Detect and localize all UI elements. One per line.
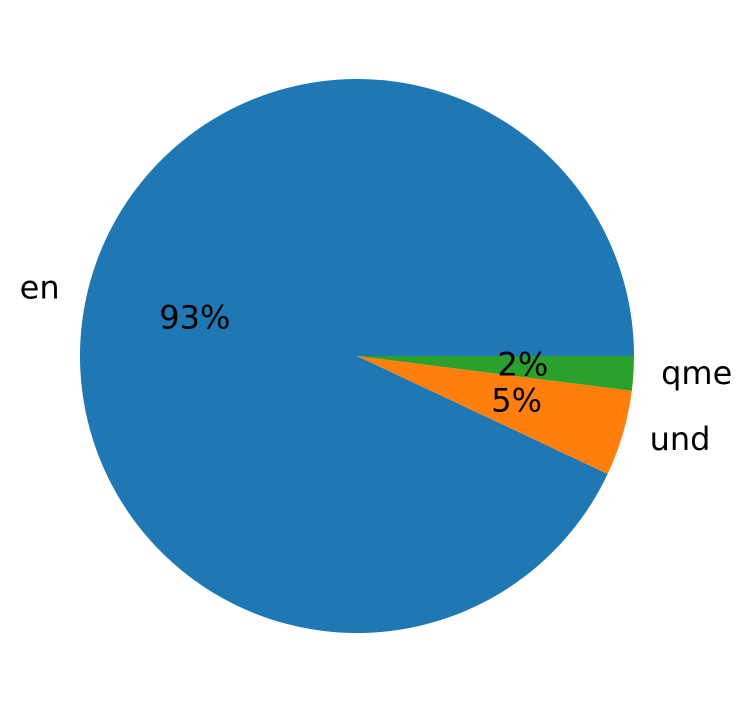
value-label: 2% [497, 345, 548, 383]
value-label: 93% [159, 299, 230, 337]
pie-slice [79, 78, 634, 634]
pie-slice [357, 356, 634, 391]
slice-label: en [20, 269, 60, 307]
value-label: 5% [491, 381, 542, 419]
pie-slice [357, 356, 632, 474]
slice-label: und [650, 420, 711, 458]
slice-label: qme [661, 354, 732, 392]
